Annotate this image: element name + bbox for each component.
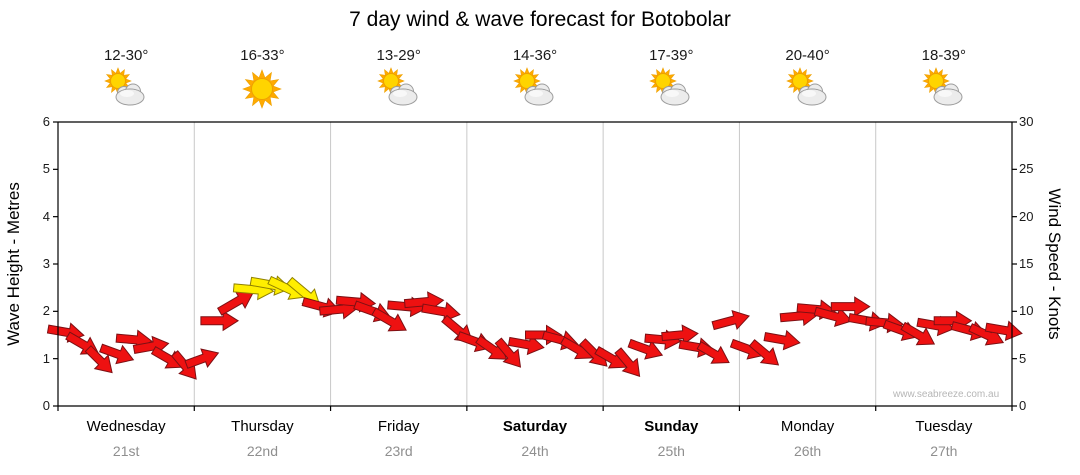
chart-title: 7 day wind & wave forecast for Botobolar <box>349 8 731 31</box>
wind-arrow <box>421 301 461 323</box>
wind-arrow <box>984 320 1023 342</box>
right-axis-tick-label: 5 <box>1019 350 1027 366</box>
x-axis-date-label: 26th <box>793 443 822 459</box>
wind-arrow <box>748 339 780 366</box>
temperature-range-label: 18-39° <box>921 47 967 64</box>
left-axis-tick-label: 3 <box>42 256 50 271</box>
temperature-range-label: 12-30° <box>103 47 149 64</box>
sun-cloud-icon <box>98 66 154 117</box>
sun-cloud-icon <box>916 66 972 117</box>
right-axis-tick-label: 0 <box>1019 398 1027 413</box>
sun-cloud-icon <box>371 66 427 117</box>
weather-icon-graphic <box>513 67 554 106</box>
wind-arrow <box>200 310 240 332</box>
x-axis-date-label: 27th <box>930 443 958 459</box>
temperature-range-label: 14-36° <box>512 47 558 64</box>
weather-icon-graphic <box>104 67 145 106</box>
x-axis-day-label: Saturday <box>502 418 568 435</box>
x-axis-day-label: Monday <box>780 418 835 435</box>
wind-arrow <box>99 343 135 365</box>
x-axis-date-label: 23rd <box>384 443 413 459</box>
wind-arrow <box>217 290 255 316</box>
wind-arrow <box>627 338 664 360</box>
wind-arrow <box>614 347 641 377</box>
x-axis-date-label: 22nd <box>246 443 278 459</box>
left-axis-tick-label: 6 <box>42 114 50 129</box>
wind-arrow <box>900 321 936 346</box>
wind-arrow <box>711 309 750 331</box>
wind-arrow <box>813 306 853 328</box>
wind-arrow <box>371 307 407 332</box>
wind-arrow <box>696 341 730 364</box>
wind-arrow <box>494 337 522 368</box>
wind-arrow <box>184 348 220 369</box>
temperature-range-label: 16-33° <box>240 47 285 64</box>
right-axis-tick-label: 25 <box>1019 161 1034 177</box>
left-axis-tick-label: 5 <box>42 161 50 177</box>
wind-arrow <box>507 334 545 356</box>
left-axis-tick-label: 0 <box>42 398 50 413</box>
weather-icon-graphic <box>376 67 418 106</box>
sun-cloud-icon <box>643 66 699 117</box>
x-axis-day-label: Thursday <box>231 418 294 435</box>
wind-arrow <box>763 329 801 351</box>
sun-cloud-icon <box>780 66 836 117</box>
x-axis-date-label: 21st <box>112 443 140 459</box>
left-axis-tick-label: 2 <box>42 303 50 319</box>
wind-arrow <box>84 345 113 374</box>
x-axis-day-label: Sunday <box>644 418 699 435</box>
sun-cloud-icon <box>507 66 563 117</box>
right-axis-tick-label: 30 <box>1019 114 1034 129</box>
left-axis-title: Wave Height - Metres <box>4 182 23 346</box>
temperature-range-label: 17-39° <box>649 47 694 64</box>
wind-arrow <box>475 335 508 360</box>
right-axis-tick-label: 20 <box>1019 208 1034 224</box>
temperature-range-label: 20-40° <box>785 47 830 64</box>
x-axis-date-label: 25th <box>657 443 685 459</box>
temperature-range-label: 13-29° <box>376 47 421 64</box>
sun-icon <box>234 66 290 117</box>
x-axis-day-label: Tuesday <box>915 418 973 435</box>
wind-arrow <box>661 324 699 346</box>
weather-icon-graphic <box>242 69 283 109</box>
weather-icon-graphic <box>922 67 963 106</box>
left-axis-tick-label: 4 <box>42 208 50 224</box>
x-axis-date-label: 24th <box>521 443 549 459</box>
right-axis-tick-label: 15 <box>1019 256 1034 271</box>
weather-icon-graphic <box>649 67 690 106</box>
wind-arrow <box>830 296 871 318</box>
weather-icon-graphic <box>785 67 827 106</box>
x-axis-day-label: Wednesday <box>86 418 166 435</box>
x-axis-day-label: Friday <box>377 418 420 435</box>
watermark: www.seabreeze.com.au <box>893 389 1000 400</box>
right-axis-tick-label: 10 <box>1019 303 1034 319</box>
left-axis-tick-label: 1 <box>42 350 50 366</box>
wind-arrow <box>594 346 628 369</box>
